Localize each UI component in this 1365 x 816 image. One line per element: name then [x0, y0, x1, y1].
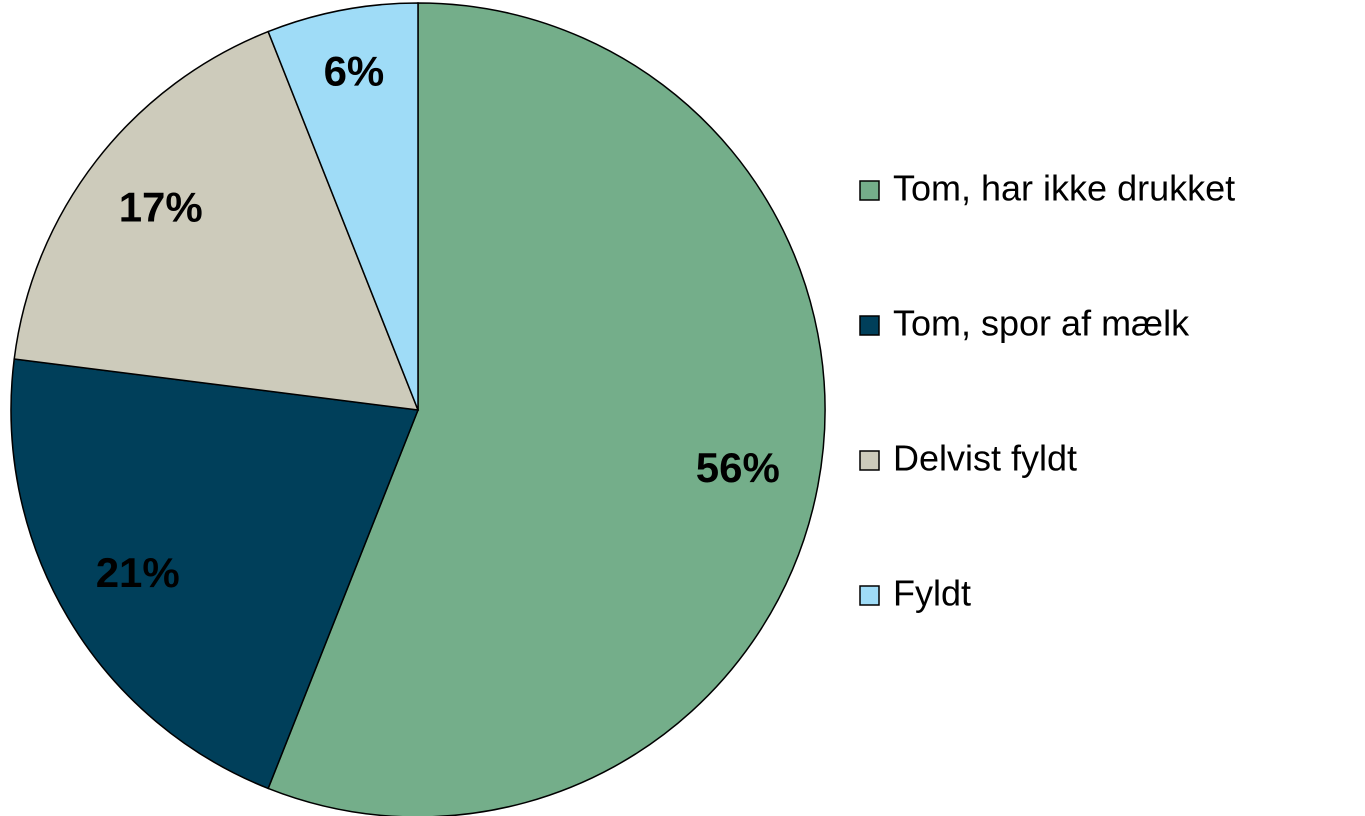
legend-swatch [859, 585, 880, 606]
pie-slice [267, 2, 826, 816]
data-label: 21% [96, 549, 180, 596]
pie-slice [10, 358, 420, 790]
legend-swatch [859, 180, 880, 201]
legend-label: Fyldt [893, 573, 971, 614]
legend-swatch [859, 450, 880, 471]
pie-slice [267, 2, 419, 411]
legend-swatch [859, 315, 880, 336]
data-label: 6% [324, 47, 385, 94]
data-label: 56% [696, 444, 780, 491]
legend-label: Delvist fyldt [893, 438, 1077, 479]
legend-label: Tom, har ikke drukket [893, 168, 1235, 209]
data-label: 17% [119, 184, 203, 231]
pie-slice [13, 30, 420, 411]
legend-label: Tom, spor af mælk [893, 303, 1190, 344]
